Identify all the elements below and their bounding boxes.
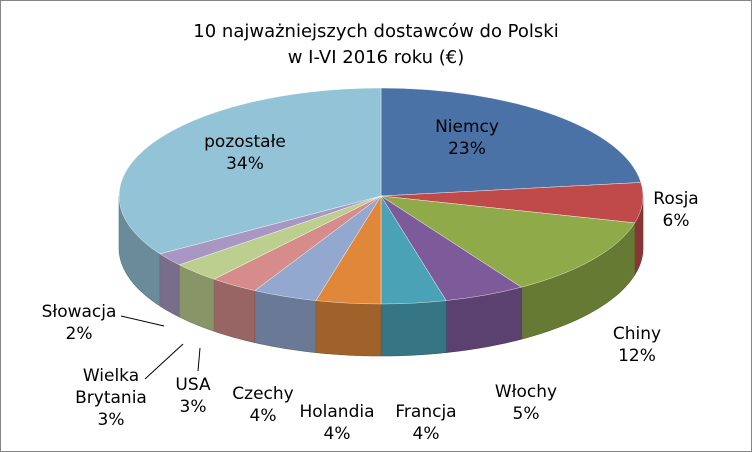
data-label-niemcy: Niemcy 23% <box>435 117 499 159</box>
leader-line-wielka-brytania <box>144 343 184 380</box>
category-label: Niemcy <box>435 117 499 137</box>
category-label: Holandia <box>299 402 374 422</box>
slice-chiny <box>380 195 636 288</box>
category-label: Rosja <box>653 189 698 209</box>
chart-title-line: w I-VI 2016 roku (€) <box>288 47 465 68</box>
data-label-slowacja: Słowacja 2% <box>42 302 117 344</box>
value-label: 4% <box>413 424 440 444</box>
side-czechy <box>254 290 317 353</box>
data-label-wielka-brytania: Wielka Brytania 3% <box>75 366 147 430</box>
leader-line-slowacja <box>120 315 165 327</box>
data-label-rosja: Rosja 6% <box>653 189 698 231</box>
category-label: pozostałe <box>204 132 286 152</box>
data-label-czechy: Czechy 4% <box>232 384 293 426</box>
value-label: 3% <box>98 410 125 430</box>
value-label: 34% <box>226 154 264 174</box>
value-label: 5% <box>513 404 540 424</box>
side-holandia <box>315 300 382 357</box>
data-label-wlochy: Włochy 5% <box>495 382 557 424</box>
category-label: Brytania <box>75 388 147 408</box>
category-label: Włochy <box>495 382 557 402</box>
value-label: 12% <box>618 346 656 366</box>
value-label: 4% <box>324 424 351 444</box>
value-label: 6% <box>663 211 690 231</box>
chart-title: 10 najważniejszych dostawców do Polski w … <box>193 21 558 68</box>
data-label-chiny: Chiny 12% <box>613 324 661 366</box>
value-label: 3% <box>180 397 207 417</box>
data-label-holandia: Holandia 4% <box>299 402 374 444</box>
data-label-usa: USA 3% <box>175 375 211 417</box>
slice-pozostale <box>118 87 382 255</box>
category-label: Francja <box>395 402 456 422</box>
value-label: 2% <box>66 324 93 344</box>
slice-niemcy <box>380 87 642 197</box>
data-label-pozostale: pozostałe 34% <box>204 132 286 174</box>
leader-line-usa <box>197 347 201 372</box>
value-label: 4% <box>250 406 277 426</box>
side-francja <box>380 300 447 357</box>
category-label: Wielka <box>83 366 139 386</box>
category-label: USA <box>175 375 211 395</box>
category-label: Czechy <box>232 384 293 404</box>
chart-title-line: 10 najważniejszych dostawców do Polski <box>193 21 558 42</box>
category-label: Chiny <box>613 324 661 344</box>
data-label-francja: Francja 4% <box>395 402 456 444</box>
category-label: Słowacja <box>42 302 117 322</box>
value-label: 23% <box>448 139 486 159</box>
